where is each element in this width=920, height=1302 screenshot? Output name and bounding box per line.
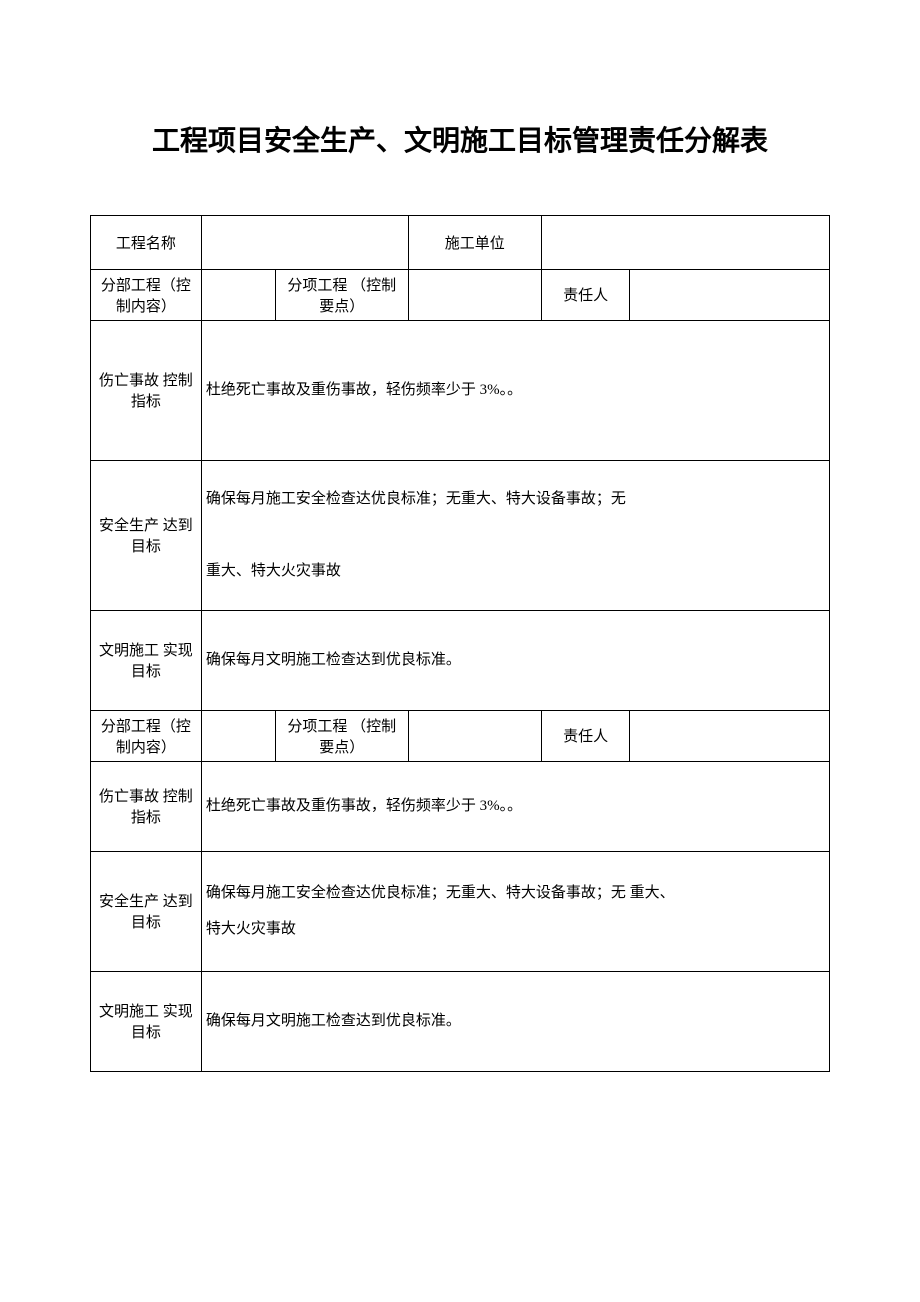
subitem-control-value bbox=[408, 269, 541, 320]
civilized-goal-content: 确保每月文明施工检查达到优良标准。 bbox=[201, 610, 829, 710]
subproject-control-value bbox=[201, 269, 275, 320]
construction-unit-value bbox=[541, 215, 829, 269]
civilized-goal-label-2: 文明施工 实现目标 bbox=[91, 971, 202, 1071]
table-row: 工程名称 施工单位 bbox=[91, 215, 830, 269]
safety-goal-content-2: 确保每月施工安全检查达优良标准；无重大、特大设备事故；无 重大、 特大火灾事故 bbox=[201, 851, 829, 971]
table-row: 伤亡事故 控制指标 杜绝死亡事故及重伤事故，轻伤频率少于 3%。。 bbox=[91, 761, 830, 851]
subproject-control-value-2 bbox=[201, 710, 275, 761]
project-name-label: 工程名称 bbox=[91, 215, 202, 269]
casualty-indicator-label: 伤亡事故 控制指标 bbox=[91, 320, 202, 460]
document-title: 工程项目安全生产、文明施工目标管理责任分解表 bbox=[90, 120, 830, 165]
responsible-value bbox=[630, 269, 830, 320]
safety-goal-label: 安全生产 达到目标 bbox=[91, 460, 202, 610]
project-name-value bbox=[201, 215, 408, 269]
subitem-control-label: 分项工程 （控制要点） bbox=[275, 269, 408, 320]
safety-text-line2: 重大、特大火灾事故 bbox=[206, 563, 341, 579]
safety-text-b-line2: 特大火灾事故 bbox=[206, 921, 296, 937]
civilized-goal-content-2: 确保每月文明施工检查达到优良标准。 bbox=[201, 971, 829, 1071]
safety-text-line1: 确保每月施工安全检查达优良标准；无重大、特大设备事故；无 bbox=[206, 491, 626, 507]
civilized-goal-label: 文明施工 实现目标 bbox=[91, 610, 202, 710]
safety-text-b-line1: 确保每月施工安全检查达优良标准；无重大、特大设备事故；无 重大、 bbox=[206, 885, 675, 901]
table-row: 分部工程（控制内容） 分项工程 （控制要点） 责任人 bbox=[91, 710, 830, 761]
table-row: 文明施工 实现目标 确保每月文明施工检查达到优良标准。 bbox=[91, 971, 830, 1071]
responsible-value-2 bbox=[630, 710, 830, 761]
table-row: 安全生产 达到目标 确保每月施工安全检查达优良标准；无重大、特大设备事故；无 重… bbox=[91, 460, 830, 610]
table-row: 文明施工 实现目标 确保每月文明施工检查达到优良标准。 bbox=[91, 610, 830, 710]
casualty-indicator-content-2: 杜绝死亡事故及重伤事故，轻伤频率少于 3%。。 bbox=[201, 761, 829, 851]
casualty-indicator-label-2: 伤亡事故 控制指标 bbox=[91, 761, 202, 851]
construction-unit-label: 施工单位 bbox=[408, 215, 541, 269]
table-row: 分部工程（控制内容） 分项工程 （控制要点） 责任人 bbox=[91, 269, 830, 320]
safety-goal-label-2: 安全生产 达到目标 bbox=[91, 851, 202, 971]
subproject-control-label: 分部工程（控制内容） bbox=[91, 269, 202, 320]
responsible-label-2: 责任人 bbox=[541, 710, 630, 761]
responsible-label: 责任人 bbox=[541, 269, 630, 320]
subitem-control-label-2: 分项工程 （控制要点） bbox=[275, 710, 408, 761]
table-row: 伤亡事故 控制指标 杜绝死亡事故及重伤事故，轻伤频率少于 3%。。 bbox=[91, 320, 830, 460]
safety-goal-content: 确保每月施工安全检查达优良标准；无重大、特大设备事故；无 重大、特大火灾事故 bbox=[201, 460, 829, 610]
responsibility-table: 工程名称 施工单位 分部工程（控制内容） 分项工程 （控制要点） 责任人 伤亡事… bbox=[90, 215, 830, 1072]
casualty-indicator-content: 杜绝死亡事故及重伤事故，轻伤频率少于 3%。。 bbox=[201, 320, 829, 460]
subproject-control-label-2: 分部工程（控制内容） bbox=[91, 710, 202, 761]
subitem-control-value-2 bbox=[408, 710, 541, 761]
table-row: 安全生产 达到目标 确保每月施工安全检查达优良标准；无重大、特大设备事故；无 重… bbox=[91, 851, 830, 971]
